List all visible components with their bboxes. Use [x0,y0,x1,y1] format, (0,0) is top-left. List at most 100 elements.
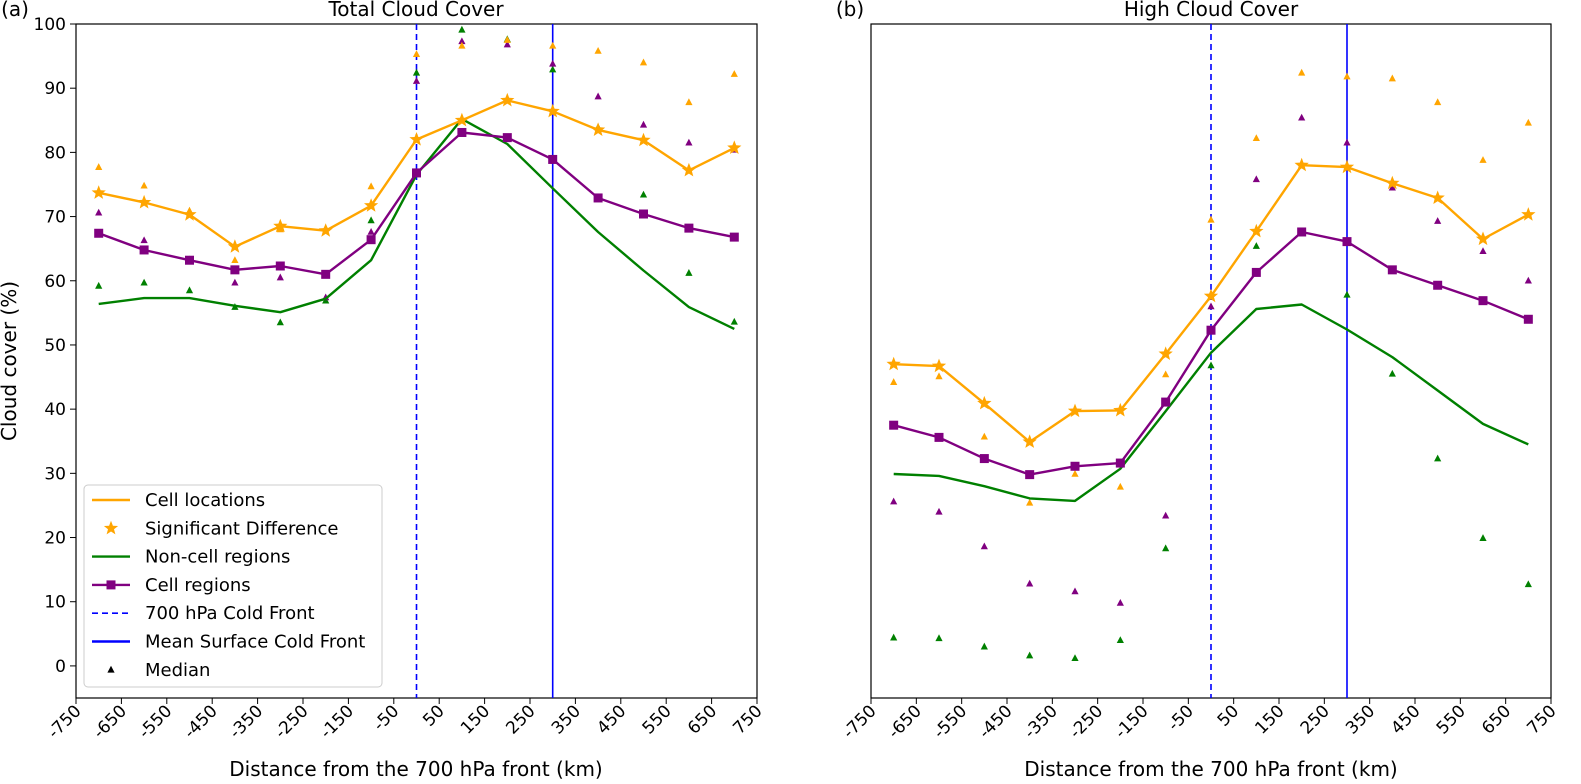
significant-star-marker [1430,190,1445,204]
median-marker [594,46,602,54]
series-square-marker [1206,325,1216,335]
median-marker [1298,113,1306,121]
median-marker [980,432,988,440]
median-marker [935,507,943,515]
panel-label: (b) [836,0,864,21]
series-square-marker [275,261,285,271]
median-marker [95,208,103,216]
significant-star-marker [454,112,469,127]
series-square-marker [639,209,648,219]
median-marker [549,41,557,49]
median-marker [1388,369,1396,377]
median-marker [1524,276,1532,284]
median-marker [1162,544,1170,552]
median-marker [276,318,284,326]
legend-square-swatch [106,580,116,590]
series-square-marker [94,228,104,238]
x-tick-label: 750 [729,701,766,738]
panel-total-cloud-cover: (a) Total Cloud Cover Cloud cover (%) Di… [0,0,767,781]
median-marker [458,41,466,49]
y-tick-label: 70 [44,208,66,228]
y-tick-label: 30 [44,464,66,484]
x-tick-label: -650 [90,701,131,742]
median-marker [935,634,943,642]
median-marker [1026,651,1034,659]
median-marker [1071,469,1079,477]
median-marker [1343,72,1351,80]
y-tick-label: 10 [44,593,66,613]
significant-star-marker [227,239,242,253]
median-marker [1207,302,1215,310]
median-marker [639,58,648,66]
series-square-marker [1025,470,1035,480]
y-tick-label: 50 [44,336,66,356]
panel-high-cloud-cover: (b) High Cloud Cover Distance from the 7… [836,0,1561,781]
x-tick-label: -250 [1066,701,1107,742]
significant-star-marker [273,218,288,233]
significant-star-marker [409,132,424,146]
series-square-marker [1161,397,1171,407]
x-tick-label: 550 [639,701,676,738]
significant-star-marker [1475,231,1491,246]
significant-star-marker [1249,223,1264,238]
series-square-marker [321,269,331,279]
x-tick-label: -350 [1020,701,1061,742]
plot-area: -750 -650 -550 -450 -350 -250 -150 -50 50 150 250 3… [839,23,1561,743]
series-square-marker [1387,265,1397,275]
x-tick-label: -550 [930,701,971,742]
significant-star-marker [137,194,152,209]
median-marker [730,70,738,77]
x-tick-label: -50 [1164,701,1198,735]
median-marker [1434,98,1442,106]
x-tick-label: 50 [419,701,448,730]
legend-label: Median [145,660,210,681]
series-square-marker [457,127,467,137]
legend-label: Mean Surface Cold Front [145,632,365,653]
x-tick-label: 450 [593,701,630,738]
median-marker [1116,636,1124,644]
significant-star-marker [318,223,333,237]
significant-star-marker [1203,288,1219,303]
y-tick-label: 20 [44,529,66,549]
median-marker [412,77,421,84]
median-marker [185,286,194,294]
x-tick-label: -350 [226,701,267,742]
x-tick-label: 50 [1214,701,1243,730]
series-square-marker [729,232,739,242]
legend-star-swatch [103,520,119,535]
median-marker [890,633,898,641]
x-tick-label: -150 [317,701,358,742]
significant-star-marker [364,198,379,212]
median-marker [1162,511,1170,519]
median-marker [1162,370,1170,378]
y-tick-label: 100 [34,15,66,35]
series-line [98,131,735,276]
significant-star-marker [1521,207,1536,221]
median-marker [730,317,738,325]
median-marker [685,138,693,146]
median-marker [1298,68,1306,76]
median-marker [1343,290,1351,298]
x-tick-label: -750 [839,701,880,742]
median-marker [890,497,898,505]
median-marker [231,256,239,264]
x-tick-label: -150 [1111,701,1152,742]
median-marker [685,269,693,276]
median-marker [140,236,148,244]
median-marker [1207,215,1215,223]
median-marker [1434,454,1442,462]
median-marker [1479,534,1487,541]
x-tick-label: -250 [271,701,312,742]
chart-title: High Cloud Cover [1124,0,1299,21]
significant-star-marker [636,132,651,147]
median-marker [95,281,103,289]
median-marker [935,372,943,380]
median-marker [685,98,693,106]
series-square-marker [684,223,694,233]
median-marker [458,37,466,45]
x-tick-label: 350 [548,701,585,738]
median-marker [276,273,284,281]
series-square-marker [366,235,376,245]
x-tick-label: 750 [1523,701,1560,738]
median-marker [549,65,557,73]
